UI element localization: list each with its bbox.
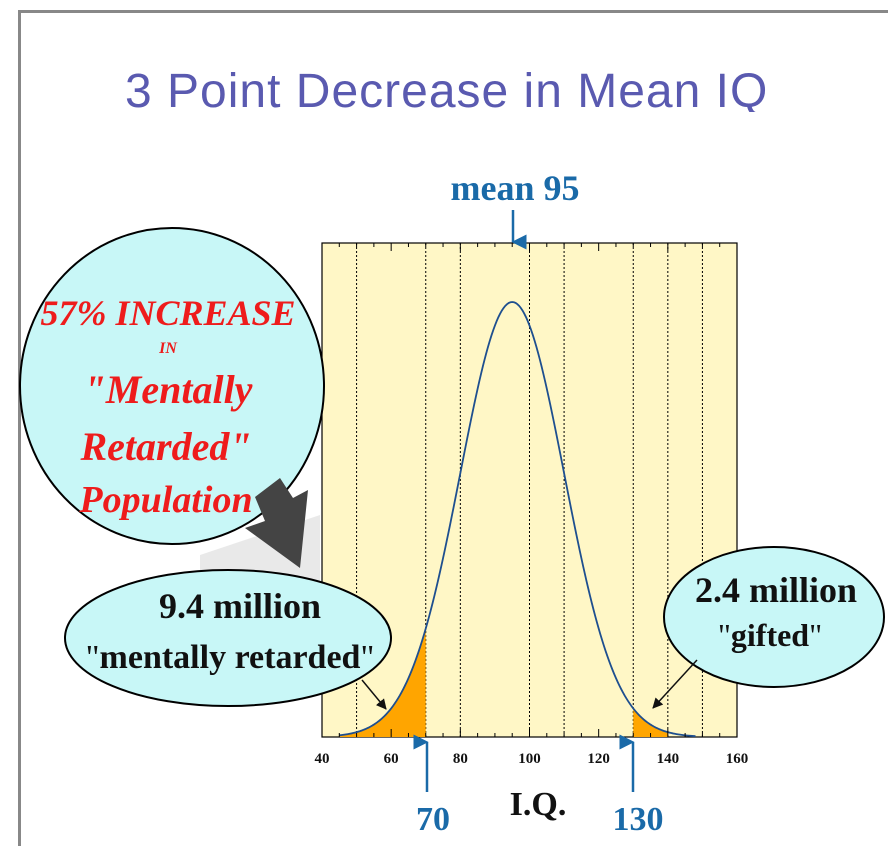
x-tick-label-160: 160 [726, 751, 749, 767]
x-tick-label-100: 100 [518, 751, 541, 767]
high-quote-open: " [718, 617, 731, 653]
low-quote-open: " [86, 639, 100, 676]
increase-line5: Population [78, 479, 252, 521]
slide-frame [18, 10, 888, 846]
increase-line4: Retarded" [79, 424, 251, 469]
high-label: gifted [731, 617, 809, 653]
dark-pointer-arrow [245, 478, 308, 568]
low-label: mentally retarded [100, 639, 361, 676]
increase-bubble-text: 57% INCREASE IN "Mentally Retarded" Popu… [40, 293, 295, 521]
increase-line2: IN [158, 340, 178, 357]
high-quote-close: " [809, 617, 822, 653]
high-label-text: "gifted" [718, 617, 822, 653]
high-cutoff-label: 130 [613, 801, 664, 838]
high-pointer [652, 659, 698, 709]
x-tick-label-120: 120 [587, 751, 610, 767]
shaded-region-45-70 [339, 628, 426, 737]
low-pointer [361, 679, 387, 710]
slide-title: 3 Point Decrease in Mean IQ [125, 66, 825, 112]
increase-bubble [19, 227, 325, 545]
mentally-retarded-bubble [64, 569, 392, 707]
gifted-bubble [663, 546, 885, 688]
high-count: 2.4 million [695, 570, 857, 610]
plot-area [321, 242, 738, 738]
distribution-curve [339, 301, 696, 738]
x-tick-label-40: 40 [315, 751, 330, 767]
x-axis-label: I.Q. [510, 786, 567, 823]
x-tick-label-60: 60 [384, 751, 399, 767]
axis-ticks [321, 243, 738, 737]
increase-line3: "Mentally [84, 367, 253, 412]
x-tick-labels: 40 60 80 100 120 140 160 [315, 751, 749, 767]
low-label-text: "mentally retarded" [86, 639, 375, 676]
mean-label: mean 95 [451, 168, 580, 208]
low-cutoff-label: 70 [416, 801, 450, 838]
x-tick-label-140: 140 [657, 751, 680, 767]
slide-title-text: 3 Point Decrease in Mean IQ [125, 66, 769, 112]
low-count: 9.4 million [159, 586, 321, 626]
increase-line1: 57% INCREASE [40, 293, 295, 333]
low-quote-close: " [360, 639, 374, 676]
x-tick-label-80: 80 [453, 751, 468, 767]
